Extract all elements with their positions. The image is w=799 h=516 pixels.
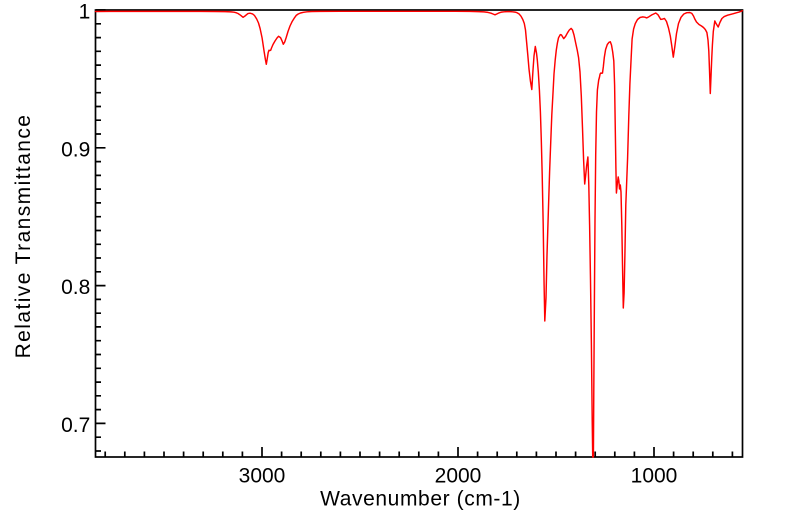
- svg-text:0.8: 0.8: [61, 276, 90, 299]
- svg-text:1000: 1000: [631, 465, 678, 488]
- svg-text:1: 1: [79, 1, 91, 24]
- svg-text:0.7: 0.7: [61, 414, 90, 437]
- svg-text:Relative Transmittance: Relative Transmittance: [12, 114, 35, 359]
- svg-text:2000: 2000: [435, 465, 482, 488]
- svg-text:3000: 3000: [239, 465, 286, 488]
- svg-text:Wavenumber (cm-1): Wavenumber (cm-1): [320, 487, 521, 510]
- svg-text:0.9: 0.9: [61, 138, 90, 161]
